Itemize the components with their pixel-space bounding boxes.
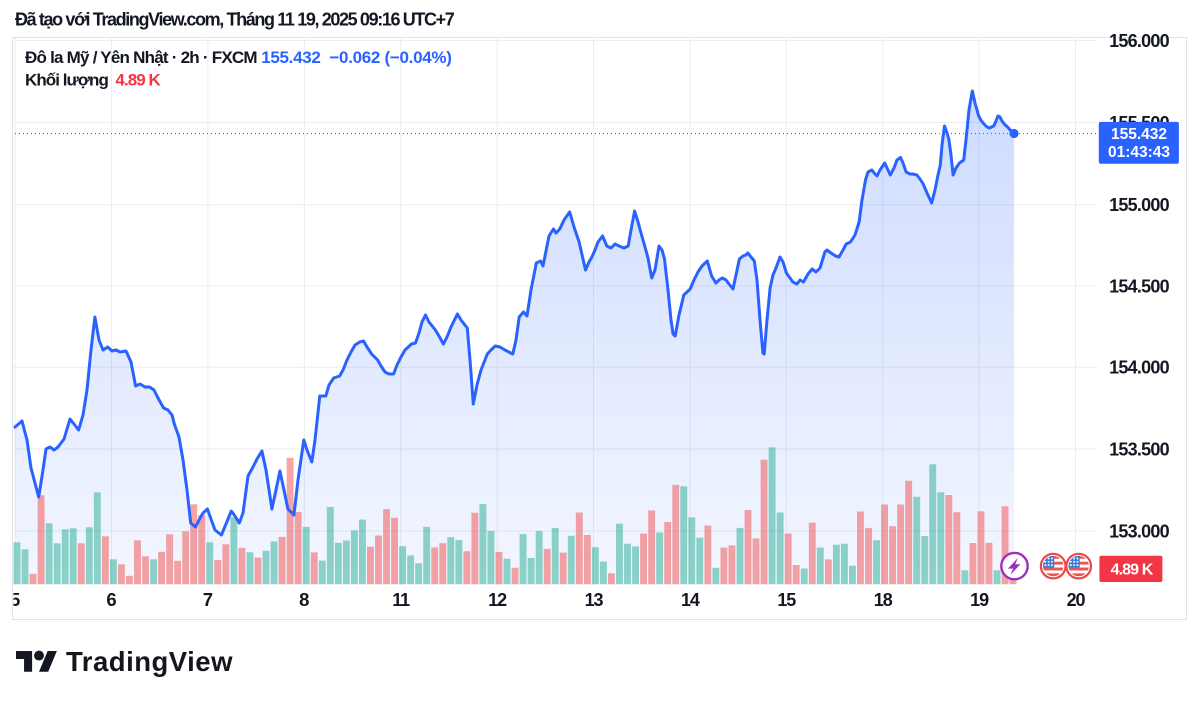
svg-text:8: 8 — [299, 589, 309, 610]
svg-text:19: 19 — [970, 590, 989, 610]
svg-text:155.000: 155.000 — [1109, 195, 1170, 215]
svg-text:154.000: 154.000 — [1109, 358, 1170, 378]
svg-text:155.432: 155.432 — [1111, 126, 1167, 143]
svg-text:13: 13 — [585, 590, 604, 610]
svg-text:156.000: 156.000 — [1109, 31, 1170, 51]
svg-text:01:43:43: 01:43:43 — [1108, 144, 1170, 161]
svg-text:5: 5 — [10, 589, 20, 610]
svg-text:15: 15 — [777, 590, 796, 610]
svg-text:153.500: 153.500 — [1109, 439, 1170, 459]
svg-text:TradingView: TradingView — [66, 646, 233, 677]
svg-text:4.89 K: 4.89 K — [1111, 562, 1154, 579]
svg-text:18: 18 — [874, 590, 893, 610]
svg-text:12: 12 — [488, 590, 507, 610]
svg-text:Đô la Mỹ / Yên Nhật · 2h · FXC: Đô la Mỹ / Yên Nhật · 2h · FXCM 155.432 … — [25, 48, 452, 67]
svg-text:20: 20 — [1067, 590, 1086, 610]
svg-text:153.000: 153.000 — [1109, 521, 1170, 541]
svg-text:6: 6 — [106, 589, 116, 610]
svg-text:14: 14 — [681, 590, 700, 610]
svg-text:154.500: 154.500 — [1109, 276, 1170, 296]
svg-text:7: 7 — [203, 589, 213, 610]
svg-text:11: 11 — [392, 590, 410, 610]
svg-text:Khối lượng 4.89 K: Khối lượng 4.89 K — [25, 71, 161, 90]
svg-text:Đã tạo với TradingView.com, Th: Đã tạo với TradingView.com, Tháng 11 19,… — [15, 10, 455, 30]
